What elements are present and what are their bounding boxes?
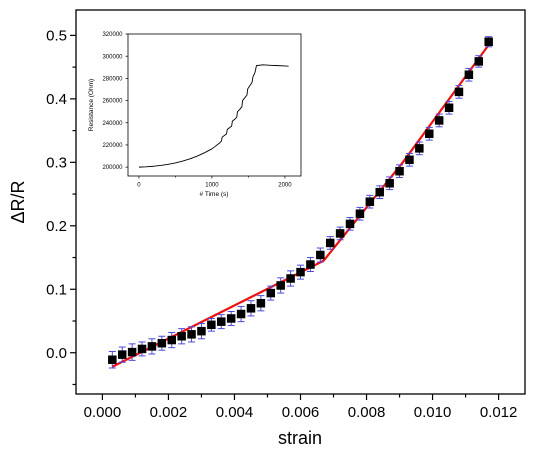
inset-x-axis-title: # Time (s) <box>200 191 229 198</box>
x-tick-label: 0.000 <box>84 404 122 421</box>
data-point <box>454 87 464 97</box>
inset-plot-frame <box>127 33 302 177</box>
data-point <box>345 219 355 229</box>
data-point <box>226 314 236 323</box>
inset-x-tick-label: 0 <box>137 183 141 189</box>
data-point <box>464 70 474 79</box>
data-point <box>484 37 493 46</box>
inset-plot: 0 1000 2000 200000 220000 240000 260000 280000 3… <box>88 30 304 200</box>
data-point <box>177 331 186 341</box>
data-point <box>127 347 137 357</box>
data-point <box>306 260 315 269</box>
inset-y-tick-label: 240000 <box>102 121 123 127</box>
data-point <box>147 342 157 351</box>
x-tick-label: 0.010 <box>414 404 452 421</box>
y-tick-label: 0.1 <box>46 282 67 299</box>
data-point <box>474 57 484 66</box>
data-point <box>187 330 196 339</box>
y-tick-label: 0.4 <box>46 91 67 108</box>
data-point <box>415 144 424 153</box>
main-ticks: 0.000 0.002 0.004 0.006 0.008 0.010 0.012 0.0 0.… <box>46 28 517 421</box>
inset-y-tick-label: 320000 <box>102 32 123 38</box>
y-tick-label: 0.2 <box>46 218 67 235</box>
data-point <box>207 320 216 330</box>
inset-line-group <box>138 64 289 168</box>
data-point <box>256 298 266 308</box>
inset-x-tick-label: 2000 <box>278 183 292 189</box>
data-point <box>117 350 127 359</box>
data-point <box>157 338 167 348</box>
x-axis-title: strain <box>278 428 322 448</box>
data-point <box>296 267 305 277</box>
y-axis-title: ΔR/R <box>8 180 28 223</box>
y-tick-label: 0.0 <box>46 345 67 362</box>
data-point <box>425 129 434 139</box>
data-point <box>365 197 375 206</box>
inset-x-tick-label: 1000 <box>205 183 219 189</box>
data-point <box>375 187 384 197</box>
inset-y-axis-title: Resistance (Ohm) <box>88 79 95 131</box>
x-tick-label: 0.004 <box>216 404 254 421</box>
data-point <box>167 335 176 345</box>
inset-background <box>120 30 304 200</box>
data-point <box>405 155 414 165</box>
y-tick-label: 0.3 <box>46 155 67 172</box>
data-point <box>286 274 295 283</box>
data-point <box>236 309 246 319</box>
x-tick-label: 0.012 <box>480 404 518 421</box>
data-point <box>355 209 365 218</box>
inset-y-tick-label: 220000 <box>102 143 123 149</box>
data-points-group <box>108 36 493 369</box>
inset-y-tick-label: 280000 <box>102 76 123 82</box>
data-point <box>266 288 276 298</box>
x-tick-label: 0.006 <box>282 404 320 421</box>
main-plot: 0.000 0.002 0.004 0.006 0.008 0.010 0.012 0.0 0.… <box>8 9 526 448</box>
inset-y-tick-label: 200000 <box>102 165 123 171</box>
inset-ticks: 0 1000 2000 200000 220000 240000 260000 280000 3… <box>102 32 292 188</box>
y-tick-label: 0.5 <box>46 28 67 45</box>
data-point <box>325 238 335 248</box>
data-point <box>246 304 256 313</box>
data-point <box>335 229 345 238</box>
data-point <box>217 317 226 326</box>
inset-resistance-line <box>138 64 289 168</box>
inset-y-tick-label: 300000 <box>102 54 123 60</box>
data-point <box>385 179 394 188</box>
data-point <box>276 281 285 290</box>
data-point <box>197 326 206 336</box>
x-tick-label: 0.008 <box>348 404 386 421</box>
data-point <box>137 344 147 354</box>
data-point <box>434 116 444 125</box>
x-tick-label: 0.002 <box>150 404 188 421</box>
data-point <box>316 250 325 260</box>
inset-y-tick-label: 260000 <box>102 99 123 105</box>
data-point <box>395 166 404 176</box>
data-point <box>108 355 117 364</box>
data-point <box>444 103 454 112</box>
